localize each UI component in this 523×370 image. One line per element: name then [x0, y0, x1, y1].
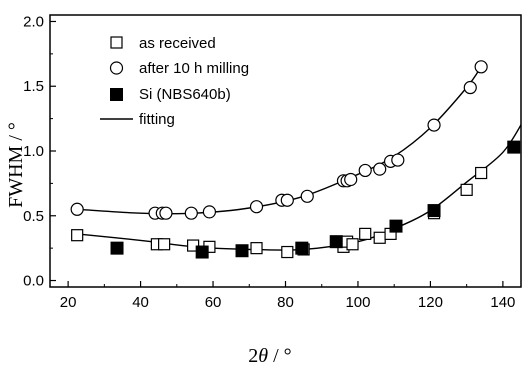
y-tick-label: 0.5 — [23, 208, 44, 225]
point-as-received — [373, 231, 386, 244]
legend-marker-si — [110, 88, 123, 101]
point-si — [427, 204, 441, 218]
x-tick-label: 120 — [418, 294, 443, 311]
point-after-milling — [344, 172, 358, 187]
x-tick-label: 100 — [345, 294, 370, 311]
x-axis-title-prefix: 2 — [248, 345, 258, 367]
point-after-milling — [474, 60, 488, 74]
legend-label-as-received: as received — [139, 35, 216, 52]
point-after-milling — [159, 206, 173, 220]
point-si — [235, 244, 249, 258]
x-tick-label: 140 — [490, 294, 515, 311]
point-after-milling — [427, 118, 441, 132]
point-as-received — [475, 166, 488, 180]
x-tick-label: 40 — [132, 294, 149, 311]
y-axis-title: FWHM / ° — [5, 122, 27, 208]
point-as-received — [281, 245, 294, 259]
point-as-received — [250, 242, 263, 255]
point-after-milling — [249, 200, 264, 214]
y-tick-label: 0.0 — [23, 273, 44, 290]
x-tick-label: 60 — [205, 294, 222, 311]
point-after-milling — [391, 153, 405, 167]
point-si — [507, 140, 521, 154]
point-as-received — [71, 229, 84, 242]
x-tick-label: 80 — [277, 294, 294, 311]
legend-label-si: Si (NBS640b) — [139, 86, 231, 103]
legend-label-fitting: fitting — [139, 111, 175, 128]
x-axis-title-unit: / ° — [268, 345, 292, 367]
point-after-milling — [280, 193, 294, 207]
x-tick-label: 20 — [60, 294, 77, 311]
point-after-milling — [463, 80, 477, 95]
point-as-received — [158, 238, 171, 251]
point-si — [329, 235, 343, 249]
x-axis-title-theta: θ — [258, 345, 268, 367]
legend-marker-as-received — [110, 36, 123, 49]
y-tick-label: 1.5 — [23, 78, 44, 95]
y-tick-label: 2.0 — [23, 13, 44, 30]
point-after-milling — [184, 206, 198, 220]
point-after-milling — [202, 205, 217, 219]
y-axis: 0.0 0.5 1.0 1.5 2.0 — [23, 13, 56, 290]
point-after-milling — [373, 162, 387, 176]
point-as-received — [346, 238, 359, 251]
point-si — [195, 245, 209, 259]
point-as-received — [460, 183, 473, 196]
x-axis: 20 40 60 80 100 120 140 — [60, 281, 515, 311]
point-si — [110, 241, 124, 255]
legend: as received after 10 h milling Si (NBS64… — [100, 35, 249, 128]
legend-label-after-milling: after 10 h milling — [139, 60, 249, 77]
x-axis-title: 2θ / ° — [248, 345, 291, 367]
legend-marker-after-milling — [109, 61, 124, 75]
point-after-milling — [358, 163, 372, 178]
point-after-milling — [300, 189, 314, 203]
point-as-received — [359, 227, 372, 240]
point-si — [295, 241, 309, 255]
data-markers — [70, 60, 521, 259]
point-si — [389, 219, 403, 233]
point-after-milling — [70, 202, 84, 216]
y-tick-label: 1.0 — [23, 143, 44, 160]
